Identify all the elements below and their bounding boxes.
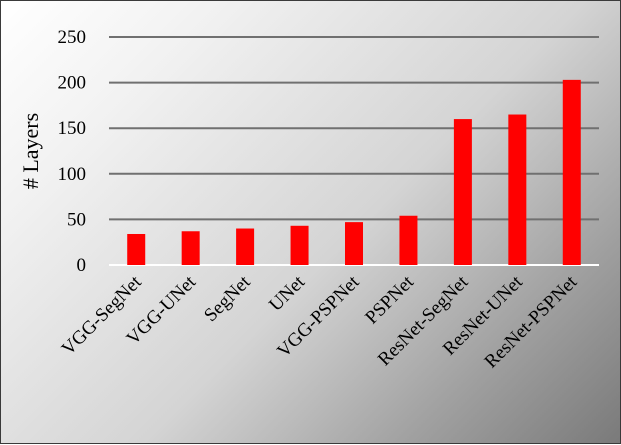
y-tick-label: 0: [77, 255, 87, 276]
y-tick-label: 200: [58, 73, 87, 94]
bar: [127, 233, 146, 265]
y-axis-ticks: 0 50 100 150 200 250: [58, 27, 87, 276]
x-tick-label: VGG-SegNet: [58, 271, 146, 359]
bar: [236, 228, 255, 265]
x-tick-label: SegNet: [200, 271, 255, 326]
bar: [181, 231, 200, 265]
bar: [345, 222, 363, 265]
y-tick-label: 250: [58, 27, 87, 48]
bar: [562, 79, 581, 265]
x-tick-label: ResNet-PSPNet: [481, 271, 582, 372]
bars: [127, 79, 581, 266]
bar: [290, 225, 309, 265]
y-tick-label: 150: [58, 118, 87, 139]
bar: [453, 119, 472, 265]
y-tick-label: 50: [67, 209, 86, 230]
x-tick-label: UNet: [265, 271, 309, 315]
bar: [399, 215, 418, 265]
y-tick-label: 100: [58, 164, 87, 185]
y-axis-title: # Layers: [18, 113, 43, 189]
bar: [508, 114, 527, 266]
